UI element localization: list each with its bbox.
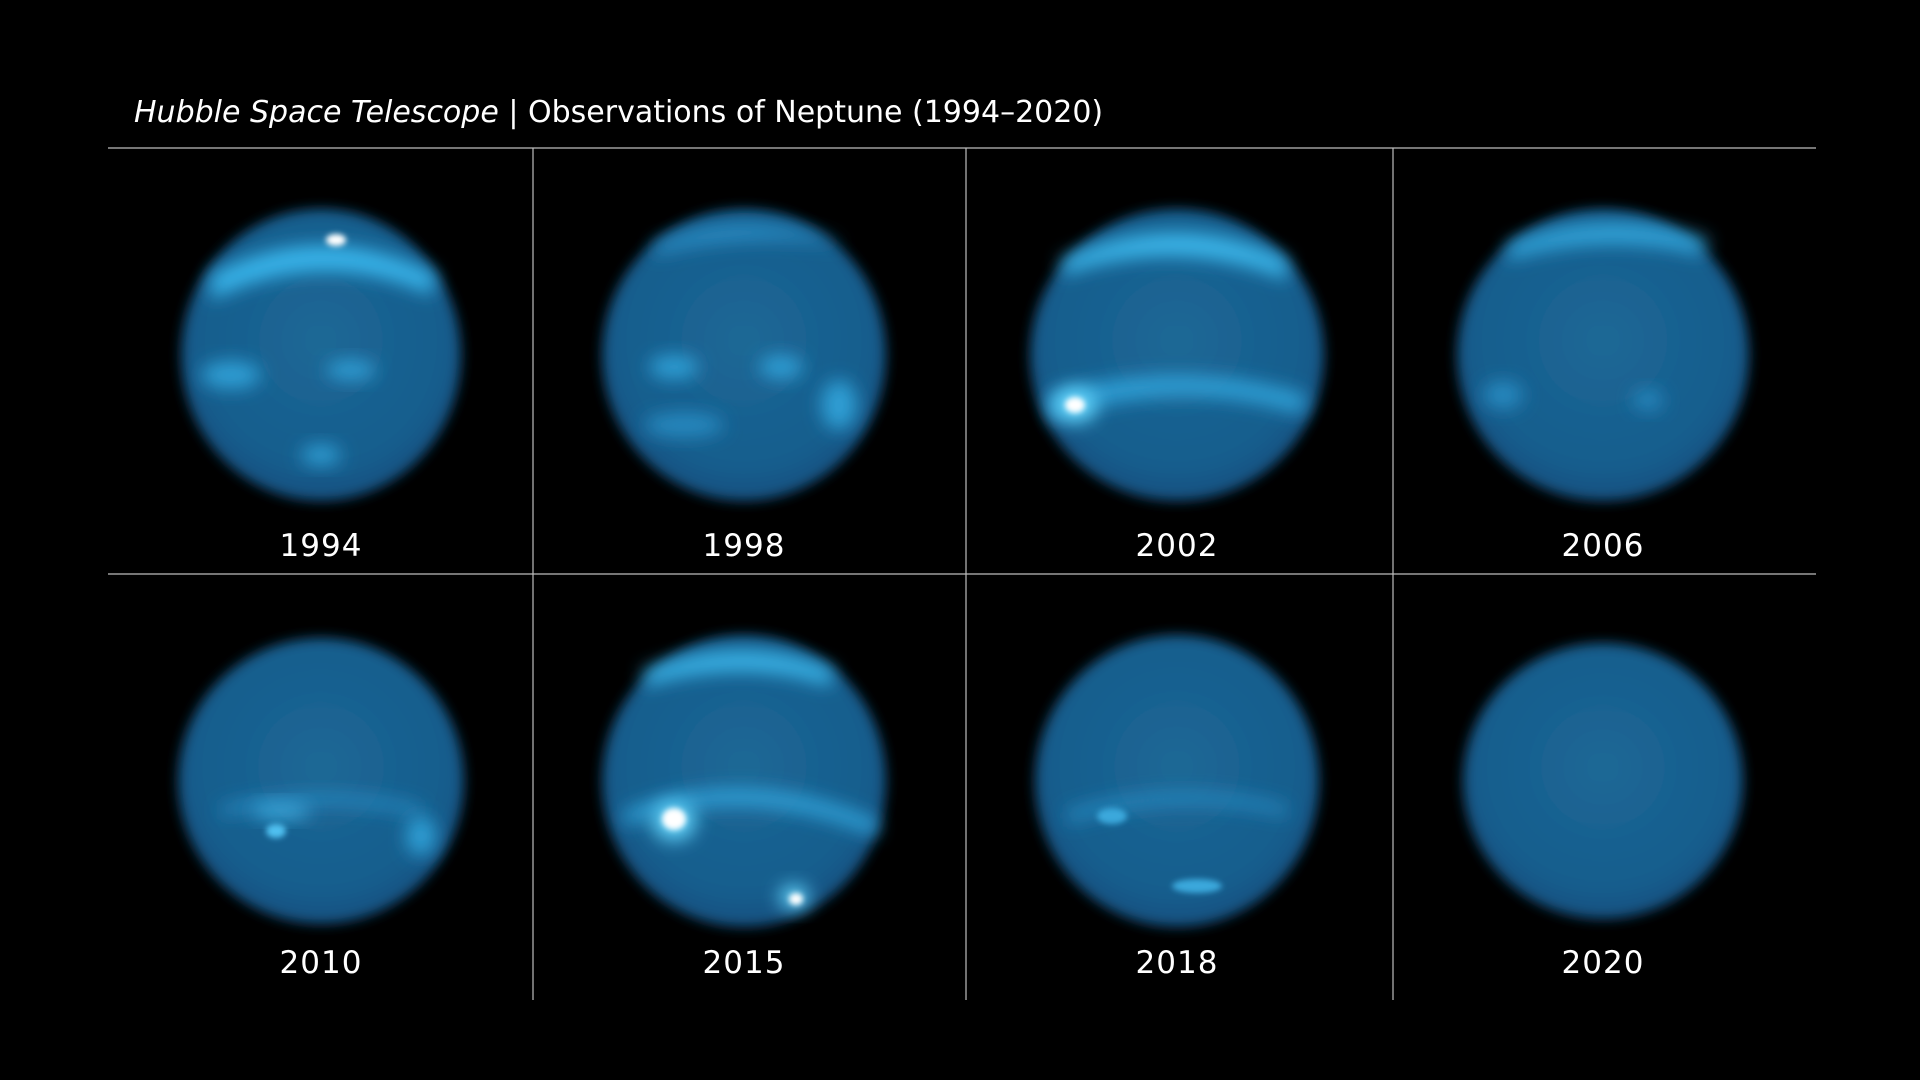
title-rest: | Observations of Neptune (1994–2020) <box>508 95 1103 130</box>
planet <box>602 635 886 927</box>
title: Hubble Space Telescope | Observations of… <box>134 95 1103 130</box>
title-italic: Hubble Space Telescope <box>134 95 499 130</box>
grid-lines <box>108 147 1816 1000</box>
year-label: 2010 <box>280 945 363 981</box>
year-label: 2018 <box>1136 945 1219 981</box>
year-labels: 1994 1998 2002 2006 2010 2015 2018 2020 <box>280 528 1645 981</box>
year-label: 2002 <box>1136 528 1219 564</box>
planet <box>181 209 461 501</box>
planet <box>1030 209 1324 501</box>
year-label: 1998 <box>703 528 786 564</box>
planet <box>1035 635 1319 927</box>
year-label: 2006 <box>1562 528 1645 564</box>
planet <box>602 209 886 501</box>
planet <box>178 638 464 924</box>
year-label: 2015 <box>703 945 786 981</box>
year-label: 1994 <box>280 528 363 564</box>
planet <box>1463 643 1743 919</box>
year-label: 2020 <box>1562 945 1645 981</box>
planets <box>178 209 1749 927</box>
planet <box>1457 209 1749 501</box>
